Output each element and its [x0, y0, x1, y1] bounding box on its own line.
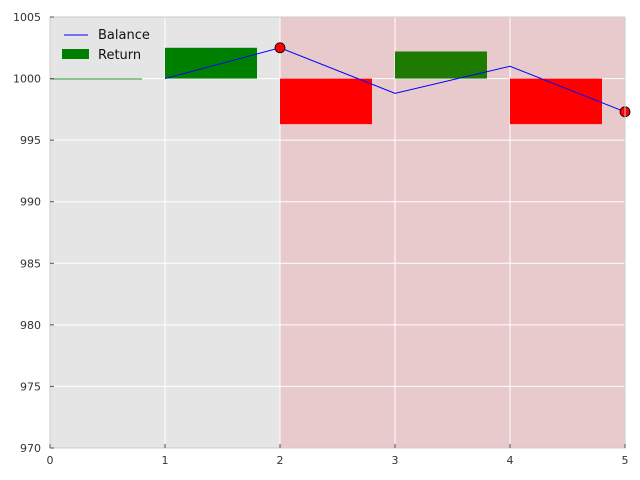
plot-frame — [49, 16, 626, 449]
return-bar-4 — [510, 78, 602, 125]
y-tick-label-3: 985 — [20, 257, 41, 270]
return-bars — [50, 47, 602, 125]
balance-marker-0 — [274, 42, 286, 54]
y-tick-label-7: 1005 — [13, 11, 41, 24]
tick-labels: 0 1 2 3 4 5 970 975 980 985 990 995 1000 1005 — [13, 11, 629, 467]
legend-balance-label: Balance — [98, 28, 150, 43]
balance-line — [164, 47, 626, 113]
balance-line-layer — [164, 47, 626, 113]
x-tick-label-1: 1 — [162, 454, 169, 467]
y-tick-label-6: 1000 — [13, 73, 41, 86]
legend-return-swatch — [62, 49, 89, 59]
y-tick-label-4: 990 — [20, 196, 41, 209]
legend: Balance Return — [62, 28, 150, 63]
return-bar-2 — [280, 78, 372, 125]
return-bar-0 — [50, 78, 142, 80]
y-tick-label-5: 995 — [20, 134, 41, 147]
y-tick-label-1: 975 — [20, 380, 41, 393]
x-tick-label-4: 4 — [507, 454, 514, 467]
legend-return-label: Return — [98, 48, 141, 63]
y-tick-label-2: 980 — [20, 319, 41, 332]
y-tick-label-0: 970 — [20, 442, 41, 455]
return-bar-1 — [165, 47, 257, 79]
x-tick-label-3: 3 — [392, 454, 399, 467]
return-bar-3 — [395, 51, 487, 79]
x-tick-label-5: 5 — [622, 454, 629, 467]
x-tick-label-2: 2 — [277, 454, 284, 467]
x-tick-label-0: 0 — [47, 454, 54, 467]
